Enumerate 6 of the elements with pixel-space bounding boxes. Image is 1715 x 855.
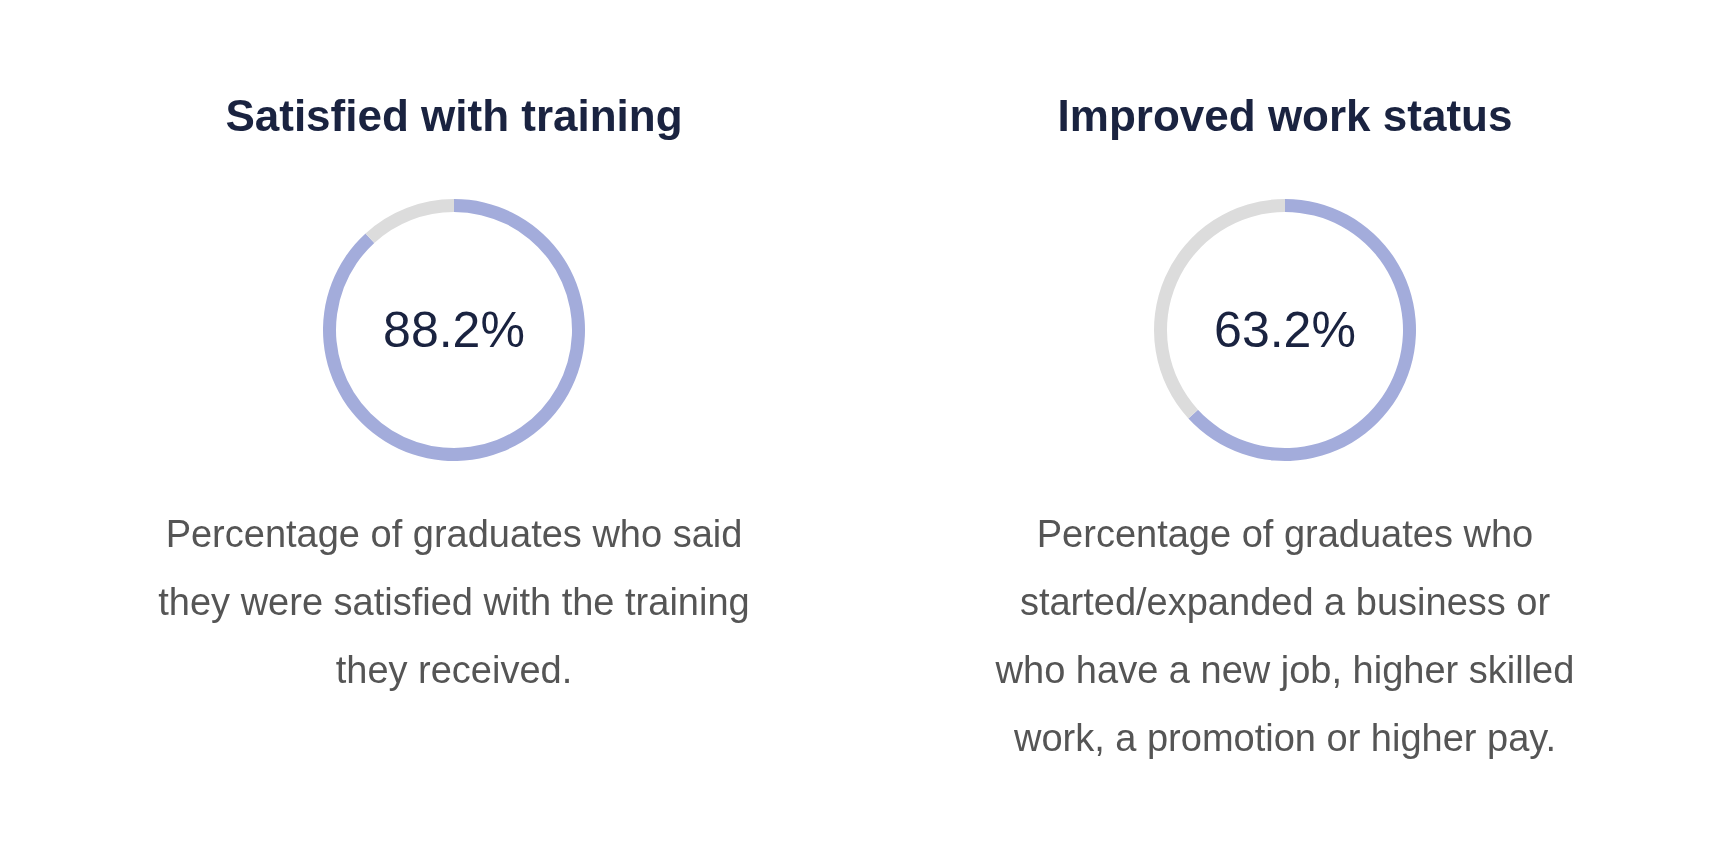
- text: 88.2%: [383, 302, 525, 358]
- text: 63.2%: [1214, 302, 1356, 358]
- text: Percentage of graduates who started/expanded a business or who have a new job, higher skilled work, a promotion or higher pay.: [994, 512, 1576, 761]
- chart-title: Improved work status: [1057, 90, 1513, 140]
- text: Percentage of graduates who said they were satisfied with the training they received.: [157, 512, 751, 693]
- chart-title: Satisfied with training: [225, 90, 683, 140]
